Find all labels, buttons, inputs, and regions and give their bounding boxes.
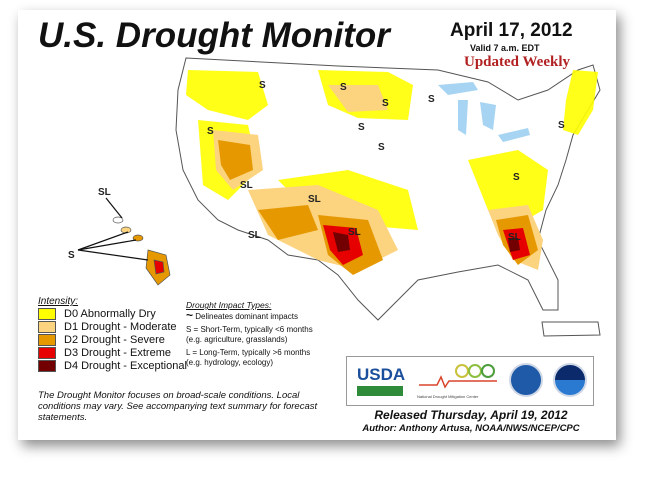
hawaii (112, 216, 171, 286)
drought-map-card: U.S. Drought Monitor April 17, 2012 Vali… (18, 10, 616, 440)
great-lakes (438, 82, 530, 142)
map-label: S (513, 172, 520, 183)
legend-label: D0 Abnormally Dry (64, 307, 156, 320)
us-drought-map: S S S S S S SL SL SL SL SL S S S SL S (68, 57, 601, 337)
puerto-rico (541, 321, 601, 337)
map-label: SL (508, 232, 521, 243)
impact-types: Drought Impact Types: ~ Delineates domin… (186, 300, 313, 368)
map-label: S (378, 142, 385, 153)
impact-short: S = Short-Term, typically <6 months (186, 325, 313, 334)
map-label: SL (240, 180, 253, 191)
map-label: S (428, 94, 435, 105)
map-label: SL (308, 194, 321, 205)
page-title: U.S. Drought Monitor (38, 16, 390, 55)
impact-heading: Drought Impact Types: (186, 300, 272, 310)
tilde-line-icon: ~ (186, 308, 194, 322)
ndmc-logo: National Drought Mitigation Center (417, 363, 497, 399)
map-label: SL (348, 227, 361, 238)
d3-swatch (38, 346, 56, 359)
legend-label: D4 Drought - Exceptional (64, 359, 187, 372)
d0-areas (186, 70, 598, 230)
agency-logos: USDA National Drought Mitigation Center (346, 356, 594, 406)
impact-delineates: Delineates dominant impacts (195, 312, 298, 321)
d0-swatch (38, 307, 56, 320)
d1-swatch (38, 320, 56, 333)
legend-item: D4 Drought - Exceptional (38, 359, 187, 372)
map-label: S (558, 120, 565, 131)
map-label: S (68, 250, 75, 261)
d2-swatch (38, 333, 56, 346)
map-label: S (340, 82, 347, 93)
impact-long-eg: (e.g. hydrology, ecology) (186, 358, 274, 367)
d4-areas (333, 232, 520, 252)
valid-time: Valid 7 a.m. EDT (470, 43, 540, 53)
noaa-logo-icon (553, 363, 587, 397)
map-label: S (259, 80, 266, 91)
legend-label: D1 Drought - Moderate (64, 320, 177, 333)
disclaimer-note: The Drought Monitor focuses on broad-sca… (38, 390, 318, 423)
impact-short-eg: (e.g. agriculture, grasslands) (186, 335, 288, 344)
author: Author: Anthony Artusa, NOAA/NWS/NCEP/CP… (362, 423, 580, 434)
impact-long: L = Long-Term, typically >6 months (186, 348, 311, 357)
commerce-seal-icon (509, 363, 543, 397)
hawaii-impact-lines (77, 197, 149, 261)
usda-logo: USDA (357, 365, 405, 396)
legend-item: D1 Drought - Moderate (38, 320, 187, 333)
map-label: S (207, 126, 214, 137)
d4-swatch (38, 359, 56, 372)
map-date: April 17, 2012 (450, 20, 573, 41)
legend-item: D3 Drought - Extreme (38, 346, 187, 359)
map-label: SL (98, 187, 111, 198)
legend-heading: Intensity: (38, 296, 79, 307)
legend-item: D0 Abnormally Dry (38, 307, 187, 320)
legend-label: D2 Drought - Severe (64, 333, 165, 346)
legend-item: D2 Drought - Severe (38, 333, 187, 346)
release-date: Released Thursday, April 19, 2012 (374, 408, 568, 422)
intensity-legend: Intensity: D0 Abnormally Dry D1 Drought … (38, 296, 187, 372)
map-label: S (358, 122, 365, 133)
map-label: SL (248, 230, 261, 241)
map-label: S (382, 98, 389, 109)
updated-weekly: Updated Weekly (464, 54, 570, 70)
impact-line-item: ~ Delineates dominant impacts (186, 308, 313, 322)
legend-label: D3 Drought - Extreme (64, 346, 171, 359)
